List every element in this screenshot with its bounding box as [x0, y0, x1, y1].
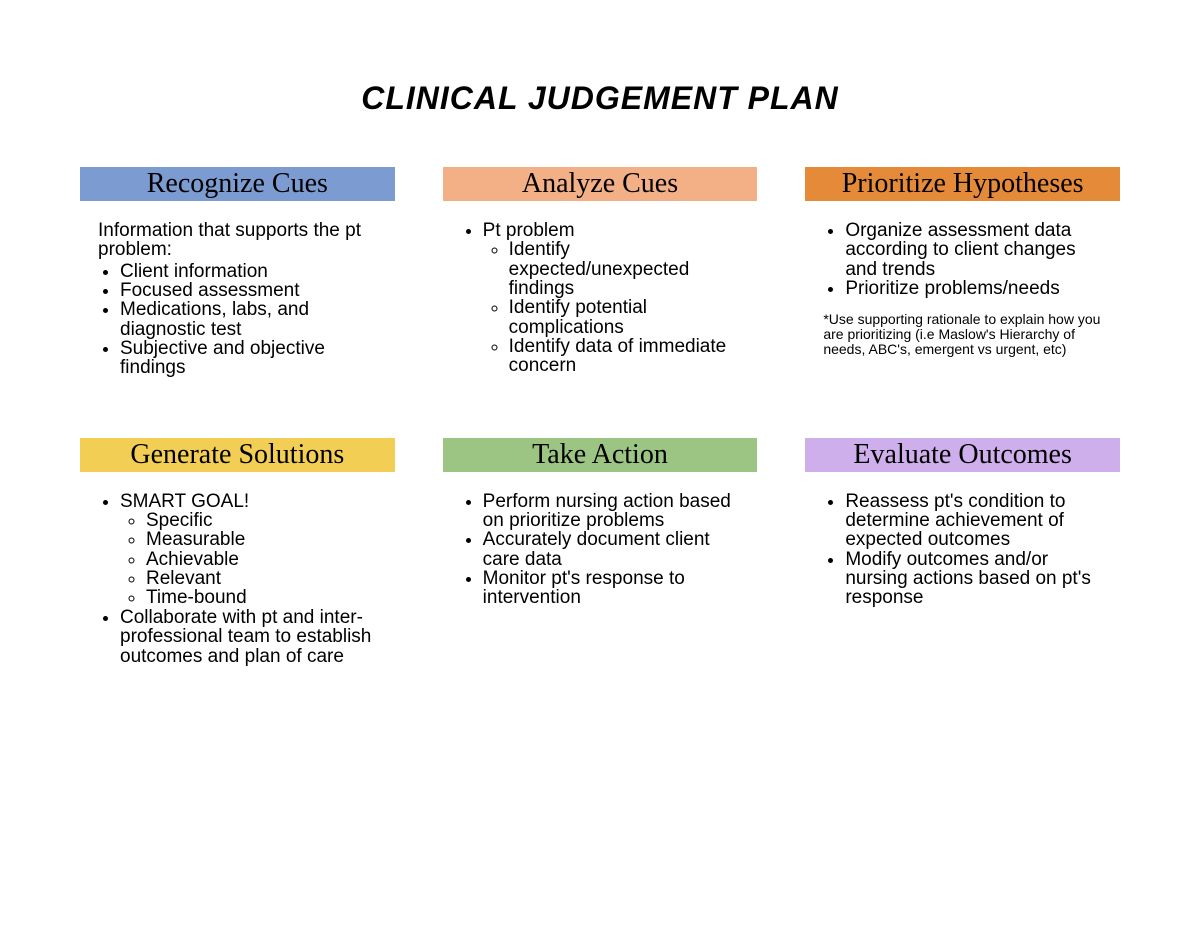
sub-bullet-text: Achievable: [146, 549, 239, 570]
bullet-item: Collaborate with pt and inter-profession…: [120, 608, 377, 666]
bullet-text: Collaborate with pt and inter-profession…: [120, 607, 371, 667]
sub-bullet-item: Measurable: [146, 530, 377, 549]
card-body: Perform nursing action based on prioriti…: [443, 472, 758, 608]
bullet-text: Client information: [120, 261, 268, 282]
card-body: Pt problemIdentify expected/unexpected f…: [443, 201, 758, 376]
bullet-text: Focused assessment: [120, 280, 300, 301]
bullet-item: Client information: [120, 262, 377, 281]
bullet-item: Focused assessment: [120, 281, 377, 300]
page-title: CLINICAL JUDGEMENT PLAN: [80, 80, 1120, 117]
sub-bullet-list: Identify expected/unexpected findingsIde…: [483, 240, 740, 376]
bullet-item: Accurately document client care data: [483, 530, 740, 569]
bullet-list: SMART GOAL!SpecificMeasurableAchievableR…: [98, 492, 377, 666]
sub-bullet-text: Identify potential complications: [509, 297, 647, 337]
sub-bullet-item: Relevant: [146, 569, 377, 588]
sub-bullet-text: Identify data of immediate concern: [509, 336, 727, 376]
sub-bullet-text: Identify expected/unexpected findings: [509, 239, 690, 299]
bullet-list: Pt problemIdentify expected/unexpected f…: [461, 221, 740, 376]
card-analyze-cues: Analyze Cues Pt problemIdentify expected/…: [443, 167, 758, 378]
sub-bullet-text: Relevant: [146, 568, 221, 589]
bullet-text: Pt problem: [483, 220, 575, 241]
bullet-item: Organize assessment data according to cl…: [845, 221, 1102, 279]
bullet-list: Reassess pt's condition to determine ach…: [823, 492, 1102, 608]
bullet-item: Prioritize problems/needs: [845, 279, 1102, 298]
sub-bullet-item: Specific: [146, 511, 377, 530]
sub-bullet-item: Identify potential complications: [509, 298, 740, 337]
bullet-item: Monitor pt's response to intervention: [483, 569, 740, 608]
card-header: Prioritize Hypotheses: [805, 167, 1120, 201]
card-header: Take Action: [443, 438, 758, 472]
card-header: Generate Solutions: [80, 438, 395, 472]
card-take-action: Take Action Perform nursing action based …: [443, 438, 758, 666]
card-footnote: *Use supporting rationale to explain how…: [823, 312, 1102, 356]
bullet-text: SMART GOAL!: [120, 491, 249, 512]
card-prioritize-hypotheses: Prioritize Hypotheses Organize assessment…: [805, 167, 1120, 378]
bullet-text: Accurately document client care data: [483, 529, 710, 569]
bullet-text: Reassess pt's condition to determine ach…: [845, 491, 1065, 551]
bullet-item: Subjective and objective findings: [120, 339, 377, 378]
bullet-text: Modify outcomes and/or nursing actions b…: [845, 549, 1091, 609]
bullet-text: Monitor pt's response to intervention: [483, 568, 685, 608]
sub-bullet-item: Achievable: [146, 550, 377, 569]
bullet-list: Perform nursing action based on prioriti…: [461, 492, 740, 608]
card-body: Information that supports the pt problem…: [80, 201, 395, 378]
bullet-list: Client informationFocused assessmentMedi…: [98, 262, 377, 378]
card-body: Organize assessment data according to cl…: [805, 201, 1120, 357]
card-evaluate-outcomes: Evaluate Outcomes Reassess pt's condition…: [805, 438, 1120, 666]
sub-bullet-item: Identify expected/unexpected findings: [509, 240, 740, 298]
card-recognize-cues: Recognize Cues Information that supports …: [80, 167, 395, 378]
card-header: Analyze Cues: [443, 167, 758, 201]
sub-bullet-text: Measurable: [146, 529, 245, 550]
bullet-text: Prioritize problems/needs: [845, 278, 1059, 299]
bullet-text: Medications, labs, and diagnostic test: [120, 299, 309, 339]
bullet-text: Perform nursing action based on prioriti…: [483, 491, 731, 531]
card-header: Recognize Cues: [80, 167, 395, 201]
card-grid: Recognize Cues Information that supports …: [80, 167, 1120, 666]
bullet-item: Modify outcomes and/or nursing actions b…: [845, 550, 1102, 608]
bullet-list: Organize assessment data according to cl…: [823, 221, 1102, 299]
card-body: SMART GOAL!SpecificMeasurableAchievableR…: [80, 472, 395, 666]
sub-bullet-text: Specific: [146, 510, 213, 531]
card-header: Evaluate Outcomes: [805, 438, 1120, 472]
sub-bullet-list: SpecificMeasurableAchievableRelevantTime…: [120, 511, 377, 608]
card-body: Reassess pt's condition to determine ach…: [805, 472, 1120, 608]
bullet-item: Pt problemIdentify expected/unexpected f…: [483, 221, 740, 376]
bullet-item: Reassess pt's condition to determine ach…: [845, 492, 1102, 550]
bullet-text: Subjective and objective findings: [120, 338, 325, 378]
sub-bullet-item: Identify data of immediate concern: [509, 337, 740, 376]
sub-bullet-item: Time-bound: [146, 588, 377, 607]
bullet-item: Perform nursing action based on prioriti…: [483, 492, 740, 531]
bullet-text: Organize assessment data according to cl…: [845, 220, 1075, 280]
card-intro: Information that supports the pt problem…: [98, 221, 377, 260]
bullet-item: SMART GOAL!SpecificMeasurableAchievableR…: [120, 492, 377, 608]
card-generate-solutions: Generate Solutions SMART GOAL!SpecificMea…: [80, 438, 395, 666]
bullet-item: Medications, labs, and diagnostic test: [120, 300, 377, 339]
sub-bullet-text: Time-bound: [146, 587, 247, 608]
